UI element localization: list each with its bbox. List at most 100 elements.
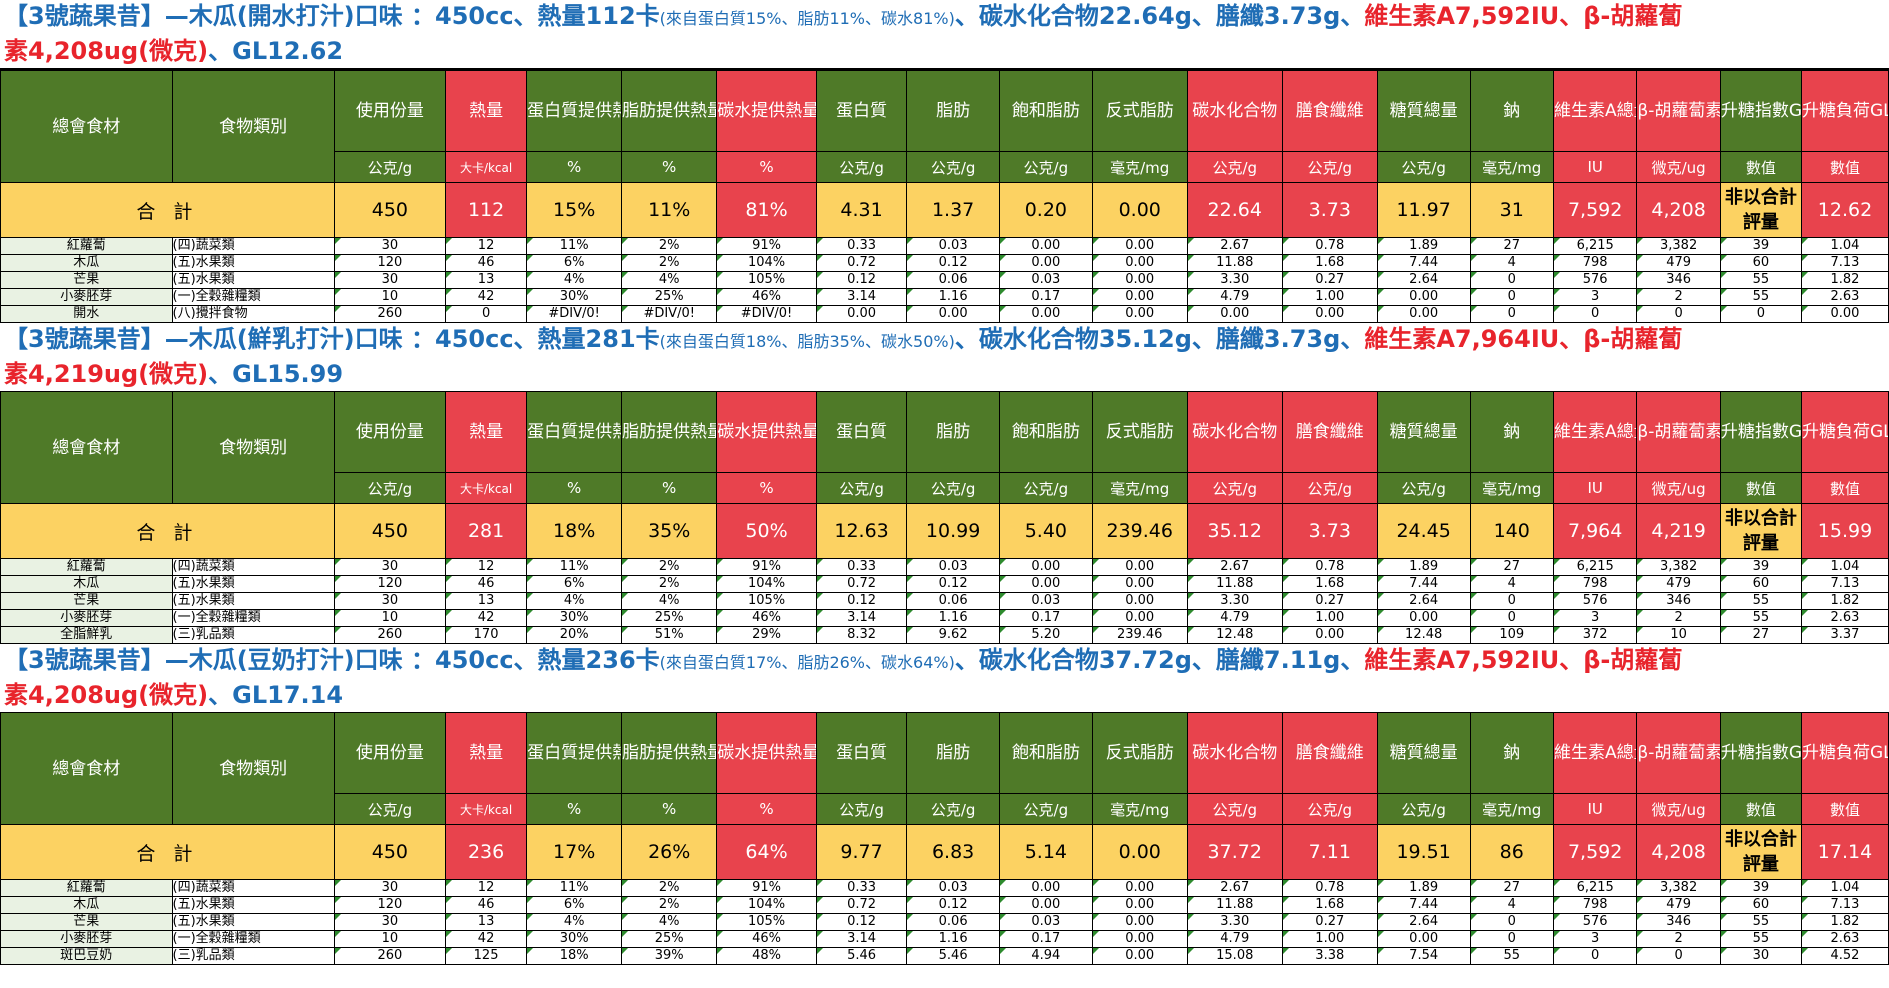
total-cell: 140 (1469, 503, 1554, 559)
value-cell: 11% (526, 879, 623, 897)
value-cell: 46 (445, 254, 528, 272)
value-cell: 0.00 (1091, 237, 1188, 255)
unit-cell: 公克/g (815, 151, 908, 183)
total-cell: 15.99 (1800, 503, 1889, 559)
total-cell: 22.64 (1186, 182, 1283, 238)
value-cell: 91% (716, 237, 817, 255)
unit-cell: IU (1552, 793, 1638, 825)
value-cell: 30 (333, 592, 447, 610)
value-cell: 0.00 (1186, 305, 1283, 323)
nutrition-section: 【3號蔬果昔】—木瓜(豆奶打汁)口味 ：450cc、熱量236卡(來自蛋白質17… (0, 644, 1889, 965)
value-cell: 60 (1719, 254, 1802, 272)
value-cell: 1.16 (906, 930, 1000, 948)
value-cell: 4% (621, 271, 718, 289)
ingredient-row: 小麥胚芽 (一)全穀雜糧類 10 42 30% 25% 46% 3.14 1.16 0.17 0.0… (0, 288, 1889, 306)
value-cell: 105% (716, 592, 817, 610)
unit-cell: 公克/g (1376, 793, 1471, 825)
value-cell: 46 (445, 575, 528, 593)
value-cell: 0.12 (906, 896, 1000, 914)
title-part-red1: 維生素A7,592IU、β-胡蘿蔔 (1364, 646, 1683, 674)
value-cell: 55 (1719, 271, 1802, 289)
header-cell: β-胡蘿蔔素 (1636, 391, 1721, 473)
value-cell: 0.03 (998, 913, 1093, 931)
title-part-red2: 素4,208ug(微克) (4, 37, 209, 65)
value-cell: 0.00 (998, 896, 1093, 914)
total-cell: 81% (716, 182, 817, 238)
gi-note: 非以合計評量 (1719, 503, 1802, 559)
header-cell: 膳食纖維 (1281, 712, 1378, 794)
total-cell: 11% (621, 182, 718, 238)
unit-cell: 公克/g (998, 472, 1093, 504)
header-cell: 鈉 (1469, 68, 1554, 152)
value-cell: 6,215 (1552, 237, 1638, 255)
header-cell: 蛋白質提供熱量 (526, 391, 623, 473)
value-cell: 29% (716, 626, 817, 644)
total-cell: 17% (526, 824, 623, 880)
value-cell: 12.48 (1376, 626, 1471, 644)
total-label: 合 計 (0, 182, 335, 238)
value-cell: 1.16 (906, 609, 1000, 627)
value-cell: 39 (1719, 879, 1802, 897)
value-cell: 0.06 (906, 271, 1000, 289)
header-cell: 脂肪 (906, 712, 1000, 794)
header-category: 食物類別 (171, 712, 335, 825)
nutrition-sheet: 【3號蔬果昔】—木瓜(開水打汁)口味 ：450cc、熱量112卡(來自蛋白質15… (0, 2, 1889, 965)
value-cell: 11% (526, 237, 623, 255)
value-cell: 372 (1552, 626, 1638, 644)
unit-cell: % (621, 151, 718, 183)
value-cell: 0.12 (815, 271, 908, 289)
unit-cell: 公克/g (1186, 151, 1283, 183)
unit-cell: 公克/g (333, 793, 447, 825)
value-cell: 39 (1719, 558, 1802, 576)
unit-cell: % (621, 472, 718, 504)
value-cell: 2.67 (1186, 879, 1283, 897)
ingredient-name: 紅蘿蔔 (0, 237, 173, 255)
value-cell: 104% (716, 896, 817, 914)
value-cell: 10 (1636, 626, 1721, 644)
value-cell: 55 (1719, 609, 1802, 627)
value-cell: 0.27 (1281, 913, 1378, 931)
value-cell: 3.30 (1186, 271, 1283, 289)
unit-cell: IU (1552, 151, 1638, 183)
value-cell: 2% (621, 575, 718, 593)
value-cell: 11.88 (1186, 575, 1283, 593)
header-cell: 碳水化合物 (1186, 712, 1283, 794)
value-cell: 120 (333, 575, 447, 593)
value-cell: 3 (1552, 609, 1638, 627)
total-cell: 1.37 (906, 182, 1000, 238)
value-cell: 2.67 (1186, 558, 1283, 576)
value-cell: 0.03 (906, 237, 1000, 255)
value-cell: 0.00 (1091, 288, 1188, 306)
title-part-small: (來自蛋白質18%、脂肪35%、碳水50%) (659, 332, 955, 351)
value-cell: 4 (1469, 254, 1554, 272)
value-cell: 1.82 (1800, 913, 1889, 931)
header-ingredient: 總會食材 (0, 391, 173, 504)
total-row: 合 計 450 112 15% 11% 81% 4.31 1.37 0.20 0.00 22.64 3… (0, 182, 1889, 238)
value-cell: 0.12 (906, 254, 1000, 272)
value-cell: 10 (333, 930, 447, 948)
header-cell: 膳食纖維 (1281, 68, 1378, 152)
title-part-main: 【3號蔬果昔】—木瓜(豆奶打汁)口味 ：450cc、熱量236卡 (4, 646, 660, 674)
header-cell: 碳水提供熱量 (716, 712, 817, 794)
value-cell: 0 (1469, 592, 1554, 610)
value-cell: 0.00 (1800, 305, 1889, 323)
ingredient-name: 芒果 (0, 271, 173, 289)
value-cell: 0.03 (998, 592, 1093, 610)
unit-cell: 微克/ug (1636, 472, 1721, 504)
total-cell: 12.63 (815, 503, 908, 559)
unit-cell: 微克/ug (1636, 151, 1721, 183)
total-cell: 11.97 (1376, 182, 1471, 238)
value-cell: 5.20 (998, 626, 1093, 644)
value-cell: 4.79 (1186, 288, 1283, 306)
total-label: 合 計 (0, 824, 335, 880)
value-cell: 0.17 (998, 930, 1093, 948)
header-cell: 升糖負荷GL (1800, 391, 1889, 473)
header-cell: β-胡蘿蔔素 (1636, 712, 1721, 794)
value-cell: 0.00 (1091, 896, 1188, 914)
header-cell: 脂肪 (906, 68, 1000, 152)
value-cell: 576 (1552, 913, 1638, 931)
header-cell: 碳水提供熱量 (716, 391, 817, 473)
value-cell: 2% (621, 558, 718, 576)
value-cell: 46% (716, 930, 817, 948)
value-cell: 1.82 (1800, 592, 1889, 610)
